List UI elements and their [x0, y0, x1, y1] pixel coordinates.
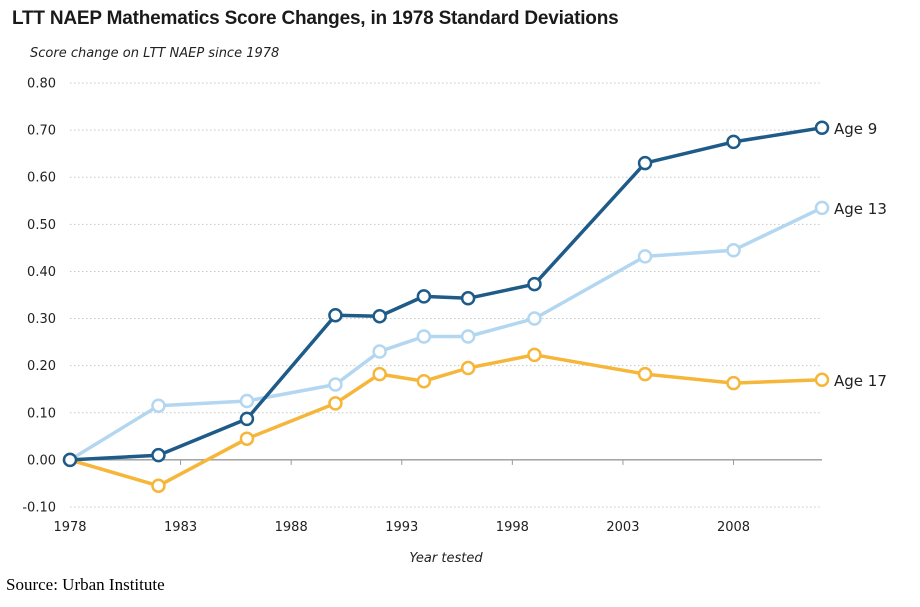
x-tick-label: 1978: [53, 520, 86, 535]
source-note: Source: Urban Institute: [6, 575, 165, 594]
data-point: [328, 308, 343, 323]
x-axis: 1978 1983 1988 1993 1998 2003 2008: [53, 459, 822, 535]
y-axis-ticks: 0.80 0.70 0.60 0.50 0.40 0.30 0.20 0.10 0.00 -0.1…: [22, 77, 56, 516]
series-age-13: Age 13: [62, 200, 887, 468]
series-label-age-13: Age 13: [834, 200, 887, 218]
y-tick-label: 0.20: [27, 359, 56, 374]
data-point: [460, 360, 476, 376]
x-tick-label: 1993: [385, 520, 418, 535]
y-tick-label: 0.40: [27, 265, 56, 280]
data-point: [239, 431, 255, 446]
data-point: [239, 393, 255, 409]
series-label-age-9: Age 9: [834, 120, 877, 138]
data-point: [372, 308, 387, 324]
x-tick-label: 2008: [717, 520, 750, 535]
data-point: [62, 452, 78, 468]
y-tick-label: 0.10: [27, 406, 56, 421]
x-tick-label: 2003: [606, 520, 639, 535]
data-point: [416, 373, 432, 389]
data-point: [527, 311, 542, 326]
series-age-9: Age 9: [62, 120, 877, 468]
y-tick-label: 0.70: [27, 124, 56, 139]
series-lines: Age 13 Age 17 Age 9: [62, 120, 887, 494]
series-line-age-13: [69, 206, 823, 462]
y-tick-label: 0.80: [27, 77, 56, 92]
y-tick-label: 0.50: [27, 218, 56, 233]
data-point: [527, 276, 542, 292]
data-point: [726, 375, 741, 391]
data-point: [637, 155, 653, 171]
data-point: [239, 411, 255, 427]
data-point: [372, 344, 387, 359]
data-point: [460, 329, 476, 344]
data-point: [328, 396, 343, 411]
data-point: [328, 377, 343, 392]
data-point: [814, 120, 830, 136]
series-line-age-17: [69, 353, 823, 488]
data-point: [527, 347, 542, 363]
x-tick-label: 1998: [496, 520, 529, 535]
data-point: [416, 289, 432, 304]
data-point: [460, 291, 476, 306]
data-point: [726, 134, 741, 150]
y-axis-label: Score change on LTT NAEP since 1978: [30, 46, 280, 61]
data-point: [814, 372, 830, 388]
data-point: [637, 366, 653, 382]
y-tick-label: -0.10: [22, 501, 56, 516]
data-point: [151, 478, 166, 494]
series-age-17: Age 17: [62, 347, 887, 494]
series-label-age-17: Age 17: [834, 372, 887, 390]
data-point: [416, 329, 432, 344]
y-tick-label: 0.60: [27, 171, 56, 186]
y-tick-label: 0.00: [27, 453, 56, 468]
x-axis-label: Year tested: [409, 551, 483, 566]
data-point: [814, 200, 830, 216]
chart-title: LTT NAEP Mathematics Score Changes, in 1…: [12, 8, 619, 29]
y-tick-label: 0.30: [27, 312, 56, 327]
data-point: [726, 242, 741, 258]
x-tick-label: 1988: [275, 520, 308, 535]
data-point: [151, 398, 166, 413]
x-tick-label: 1983: [164, 520, 197, 535]
data-point: [637, 249, 653, 264]
data-point: [372, 366, 387, 382]
grid-lines: [70, 82, 822, 508]
data-point: [151, 447, 166, 463]
